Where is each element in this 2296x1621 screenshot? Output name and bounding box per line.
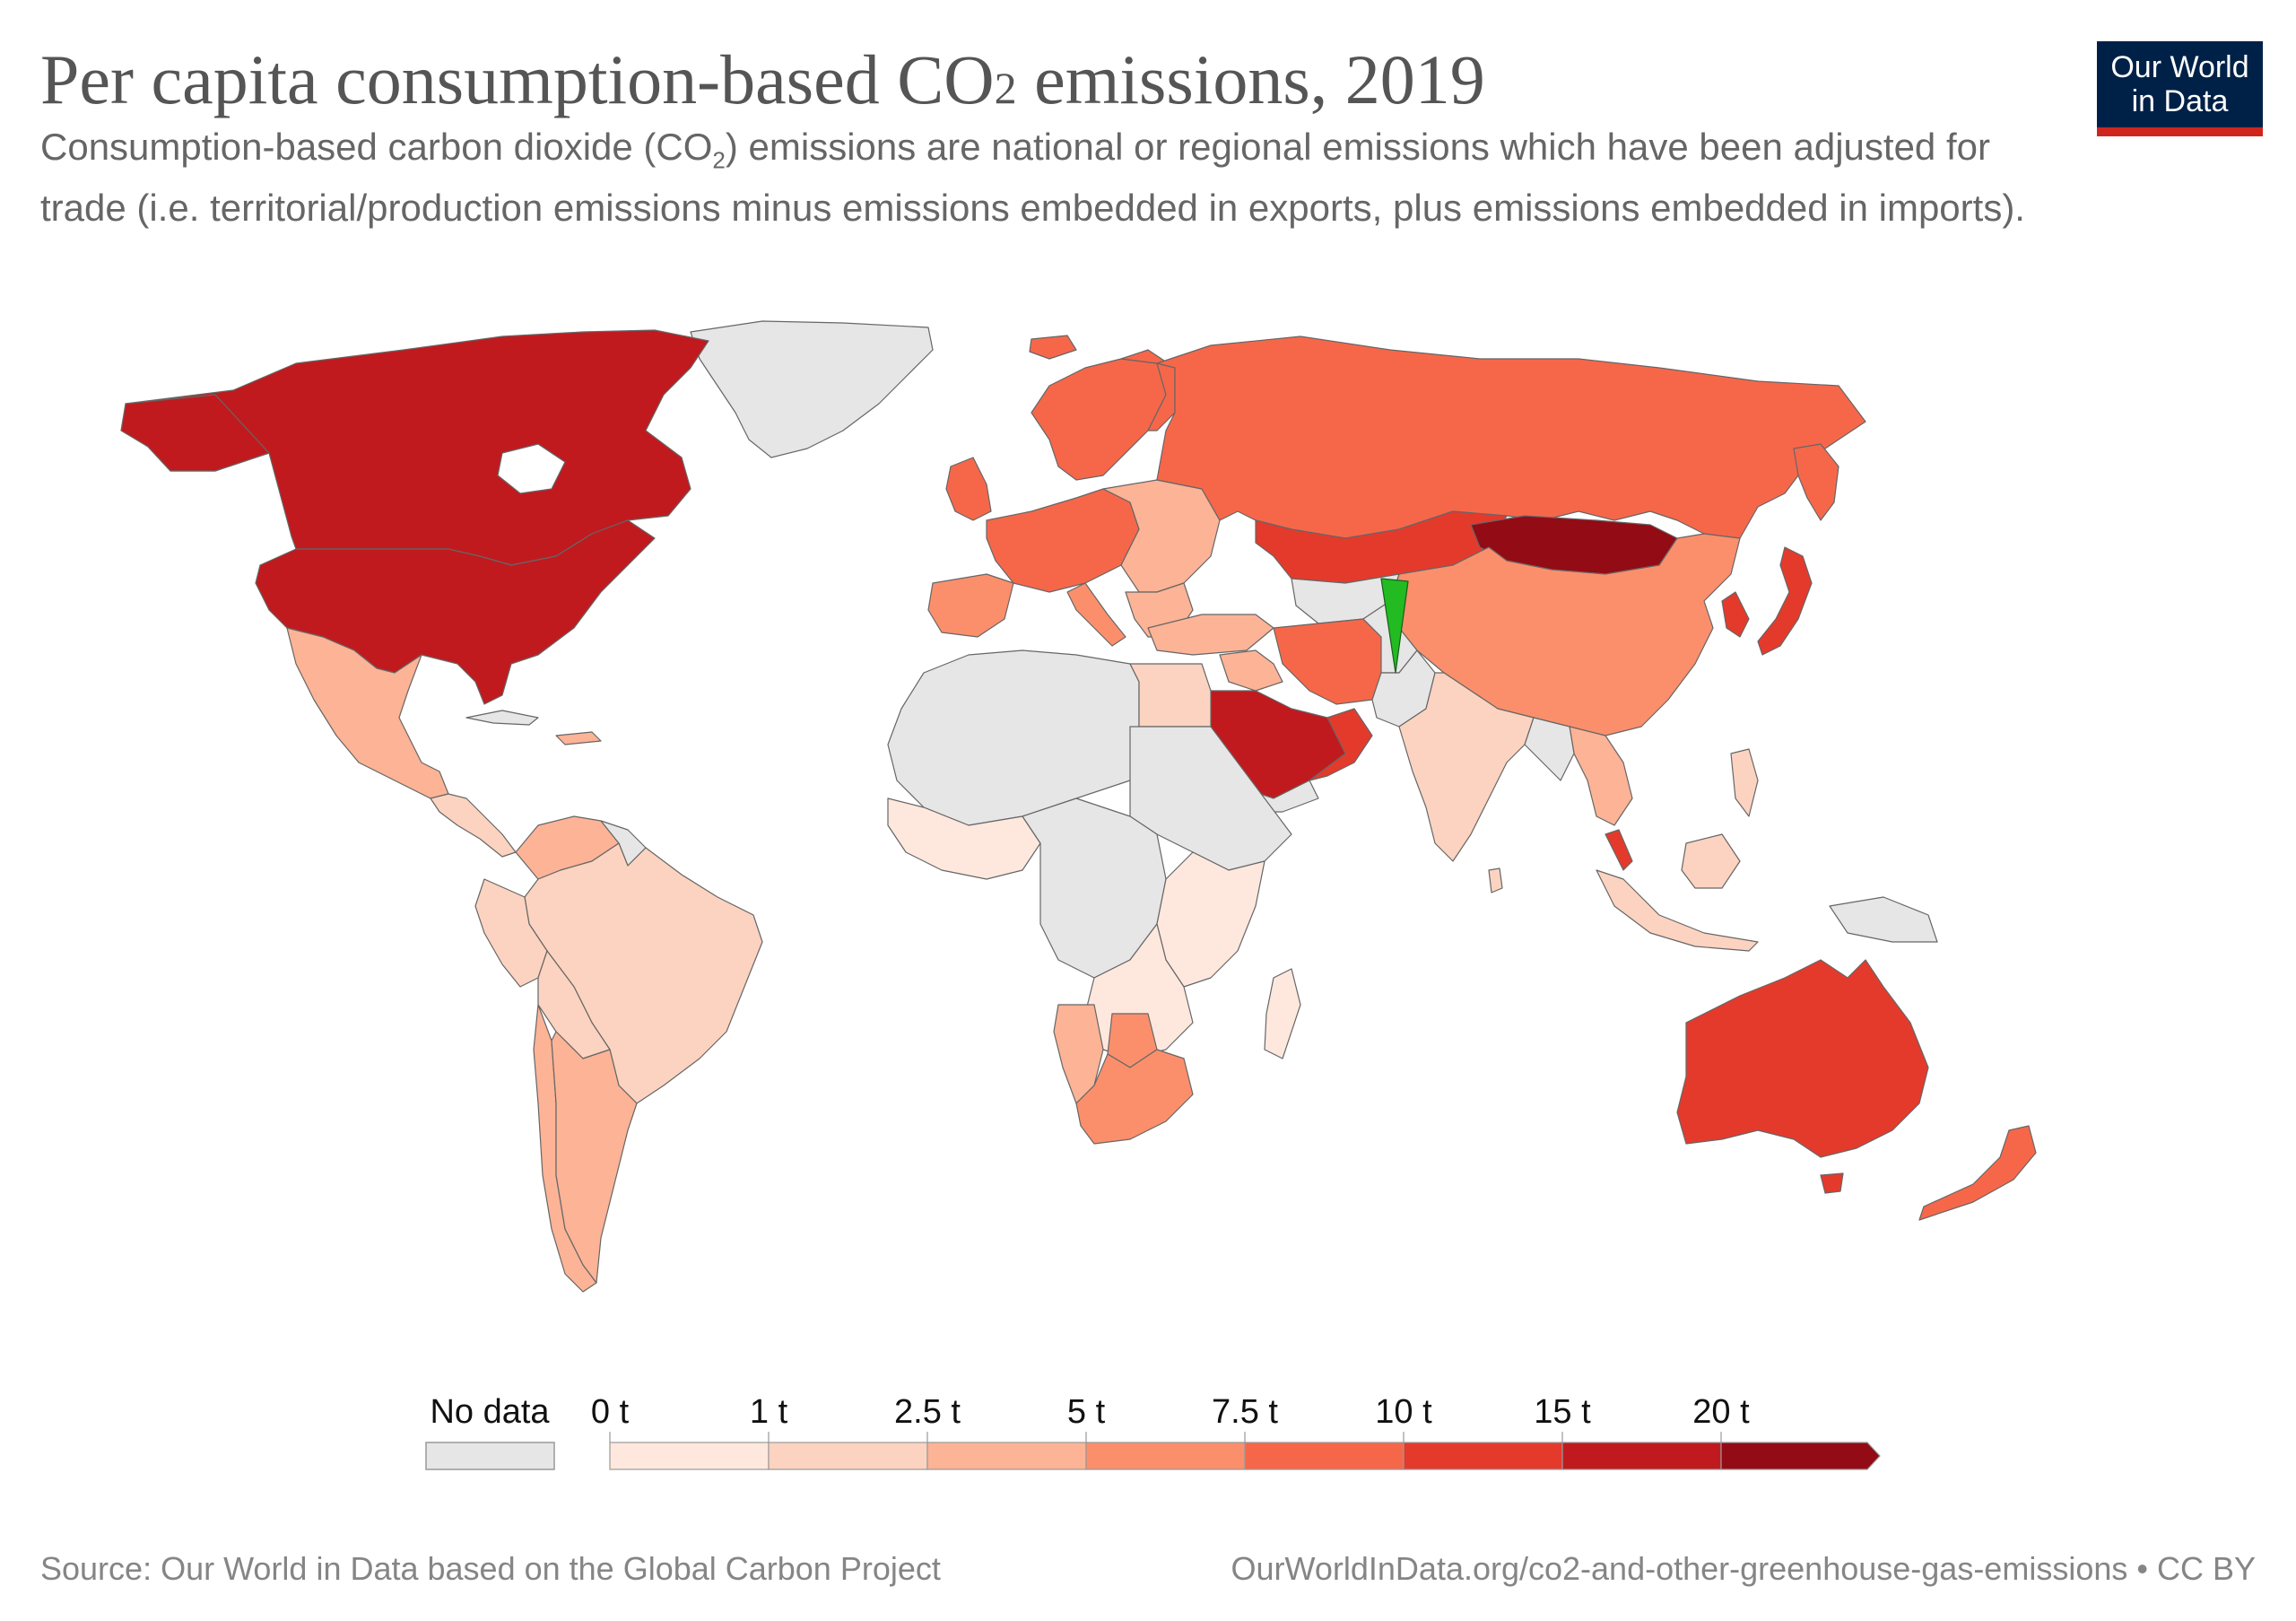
region-italy[interactable] — [1066, 582, 1126, 647]
legend-tick-label-3: 5 t — [1067, 1393, 1106, 1431]
source-url[interactable]: OurWorldInData.org/co2-and-other-greenho… — [1231, 1550, 2256, 1587]
region-malaysia[interactable] — [1605, 829, 1633, 871]
legend-bin-1 — [768, 1442, 928, 1470]
title-end: emissions, 2019 — [1016, 40, 1485, 118]
legend-bin-0 — [609, 1442, 770, 1470]
chart-title: Per capita consumption-based CO2 emissio… — [40, 39, 1485, 120]
chart-subtitle: Consumption-based carbon dioxide (CO2) e… — [40, 123, 2040, 231]
legend-tick-label-2: 2.5 t — [894, 1393, 961, 1431]
legend-tick-label-4: 7.5 t — [1212, 1393, 1278, 1431]
region-hudson-bay — [497, 443, 566, 494]
region-east-africa[interactable] — [1156, 851, 1265, 988]
region-oman-uae[interactable] — [1309, 708, 1373, 781]
legend-tick-label-5: 10 t — [1375, 1393, 1432, 1431]
region-finland[interactable] — [1120, 349, 1176, 431]
subtitle-part-2: ) emissions are national or regional emi… — [40, 126, 2025, 230]
region-southeast-asia[interactable] — [1569, 726, 1633, 826]
region-mexico[interactable] — [286, 627, 449, 799]
color-legend: No data 0 t 1 t 2.5 t 5 t 7.5 t 10 t 15 t 20 t — [425, 1393, 1881, 1470]
region-scandinavia[interactable] — [1031, 358, 1167, 481]
region-caribbean[interactable] — [555, 731, 602, 745]
region-kamchatka[interactable] — [1793, 443, 1839, 521]
logo-line-2: in Data — [2131, 84, 2229, 118]
region-australia[interactable] — [1676, 959, 1929, 1158]
region-japan[interactable] — [1757, 546, 1813, 656]
source-note: Source: Our World in Data based on the G… — [40, 1550, 941, 1587]
title-subscript: 2 — [994, 63, 1017, 113]
logo-accent-bar — [2097, 127, 2263, 136]
region-new-guinea[interactable] — [1829, 896, 1938, 943]
legend-bin-6 — [1561, 1442, 1722, 1470]
subtitle-subscript: 2 — [712, 146, 726, 174]
legend-bin-4 — [1244, 1442, 1405, 1470]
region-india[interactable] — [1398, 672, 1535, 862]
region-turkey[interactable] — [1147, 614, 1274, 656]
region-philippines[interactable] — [1730, 748, 1759, 817]
legend-tick-label-7: 20 t — [1692, 1393, 1750, 1431]
region-korea-japan[interactable] — [1721, 591, 1750, 638]
region-cuba[interactable] — [465, 710, 539, 726]
region-indonesia[interactable] — [1596, 869, 1759, 952]
legend-bin-2 — [926, 1442, 1087, 1470]
region-south-africa[interactable] — [1075, 1049, 1194, 1145]
region-sri-lanka[interactable] — [1488, 867, 1503, 893]
world-map[interactable] — [0, 296, 2296, 1328]
region-madagascar[interactable] — [1264, 968, 1301, 1059]
region-western-europe[interactable] — [986, 488, 1140, 593]
logo-line-1: Our World — [2110, 50, 2249, 84]
owid-logo[interactable]: Our World in Data — [2097, 41, 2263, 136]
legend-tick-label-0: 0 t — [591, 1393, 630, 1431]
region-iran[interactable] — [1273, 618, 1391, 705]
region-tasmania[interactable] — [1820, 1172, 1844, 1194]
region-new-zealand[interactable] — [1918, 1125, 2037, 1221]
region-argentina[interactable] — [551, 1031, 638, 1284]
subtitle-part-1: Consumption-based carbon dioxide (CO — [40, 126, 713, 168]
legend-tick-label-1: 1 t — [750, 1393, 788, 1431]
region-west-africa[interactable] — [887, 797, 1041, 880]
region-peru-ecuador[interactable] — [474, 878, 548, 988]
region-north-africa[interactable] — [887, 649, 1140, 826]
region-russia[interactable] — [1156, 336, 1866, 539]
region-alaska[interactable] — [120, 394, 270, 472]
region-iceland[interactable] — [1029, 335, 1077, 360]
legend-bin-7 — [1720, 1442, 1881, 1470]
region-central-america[interactable] — [430, 793, 517, 858]
region-canada[interactable] — [125, 329, 709, 566]
title-main: Per capita consumption-based CO — [40, 40, 995, 118]
legend-no-data-label: No data — [430, 1393, 550, 1431]
region-myanmar[interactable] — [1524, 717, 1575, 781]
region-kashmir-marker[interactable] — [1380, 578, 1409, 674]
region-uk-ireland[interactable] — [945, 457, 992, 521]
legend-bin-3 — [1085, 1442, 1246, 1470]
region-iraq-syria[interactable] — [1219, 649, 1283, 692]
region-egypt[interactable] — [1129, 663, 1212, 728]
region-borneo[interactable] — [1681, 833, 1741, 889]
legend-tick-label-6: 15 t — [1534, 1393, 1591, 1431]
legend-no-data-swatch — [425, 1442, 555, 1470]
region-iberia[interactable] — [927, 573, 1014, 638]
region-greenland[interactable] — [690, 320, 934, 458]
legend-bin-5 — [1403, 1442, 1563, 1470]
